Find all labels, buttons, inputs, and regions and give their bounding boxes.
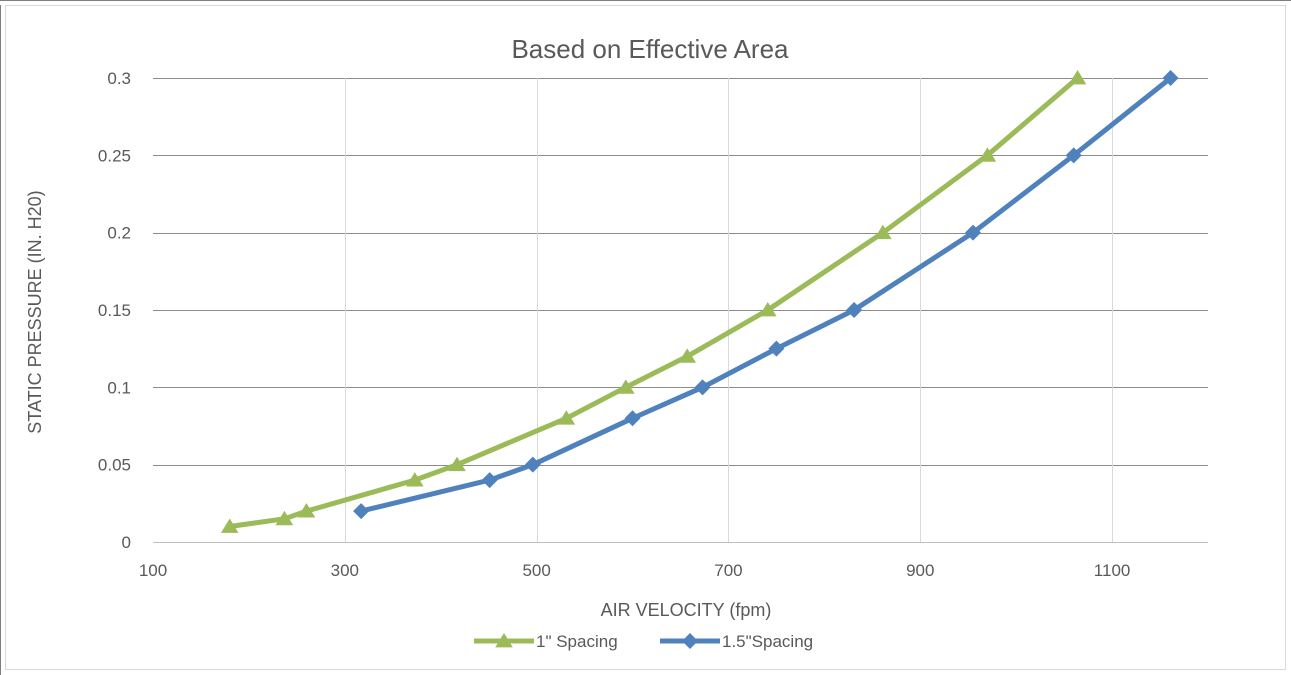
gridlines [153, 78, 1208, 543]
x-axis: 100 300 500 700 900 1100 [139, 561, 1131, 580]
data-point [1162, 70, 1179, 86]
x-axis-label: AIR VELOCITY (fpm) [601, 600, 772, 620]
y-tick-label: 0.15 [98, 301, 131, 320]
y-tick-label: 0.1 [107, 378, 131, 397]
data-point [846, 302, 863, 318]
data-point [768, 340, 785, 357]
chart-border [5, 5, 1286, 670]
legend-swatch-marker [495, 633, 513, 648]
y-tick-label: 0.25 [98, 146, 131, 165]
legend: 1" Spacing 1.5"Spacing [474, 632, 813, 651]
legend-label: 1.5"Spacing [722, 632, 813, 651]
data-point [978, 147, 997, 162]
data-point [1065, 147, 1082, 164]
plot-series [220, 70, 1179, 533]
x-tick-label: 100 [139, 561, 167, 580]
data-point [220, 518, 239, 533]
x-tick-label: 700 [714, 561, 742, 580]
data-point [624, 410, 641, 427]
y-tick-label: 0.2 [107, 224, 131, 243]
y-tick-label: 0.3 [107, 69, 131, 88]
data-point [524, 456, 541, 473]
data-point [353, 503, 370, 520]
y-axis: 0 0.05 0.1 0.15 0.2 0.25 0.3 [98, 69, 131, 552]
x-tick-label: 500 [522, 561, 550, 580]
data-point [297, 503, 316, 518]
data-point [694, 379, 711, 396]
y-tick-label: 0 [122, 533, 131, 552]
data-point [448, 456, 466, 472]
series-line-1 [358, 75, 1174, 514]
x-tick-label: 900 [906, 561, 934, 580]
legend-swatch-marker [682, 633, 698, 649]
x-tick-label: 1100 [1094, 561, 1131, 580]
y-axis-label: STATIC PRESSURE (IN. H20) [25, 190, 45, 433]
chart-title: Based on Effective Area [511, 34, 789, 64]
data-point [275, 510, 294, 526]
data-point [406, 472, 424, 487]
data-point [557, 410, 576, 425]
data-point [617, 379, 635, 394]
data-point [1068, 70, 1087, 85]
legend-label: 1" Spacing [536, 632, 618, 651]
data-point [965, 224, 982, 241]
data-point [481, 472, 498, 489]
x-tick-label: 300 [331, 561, 359, 580]
data-point [758, 302, 777, 317]
y-tick-label: 0.05 [98, 456, 131, 475]
data-point [874, 224, 892, 240]
data-point [678, 348, 697, 363]
